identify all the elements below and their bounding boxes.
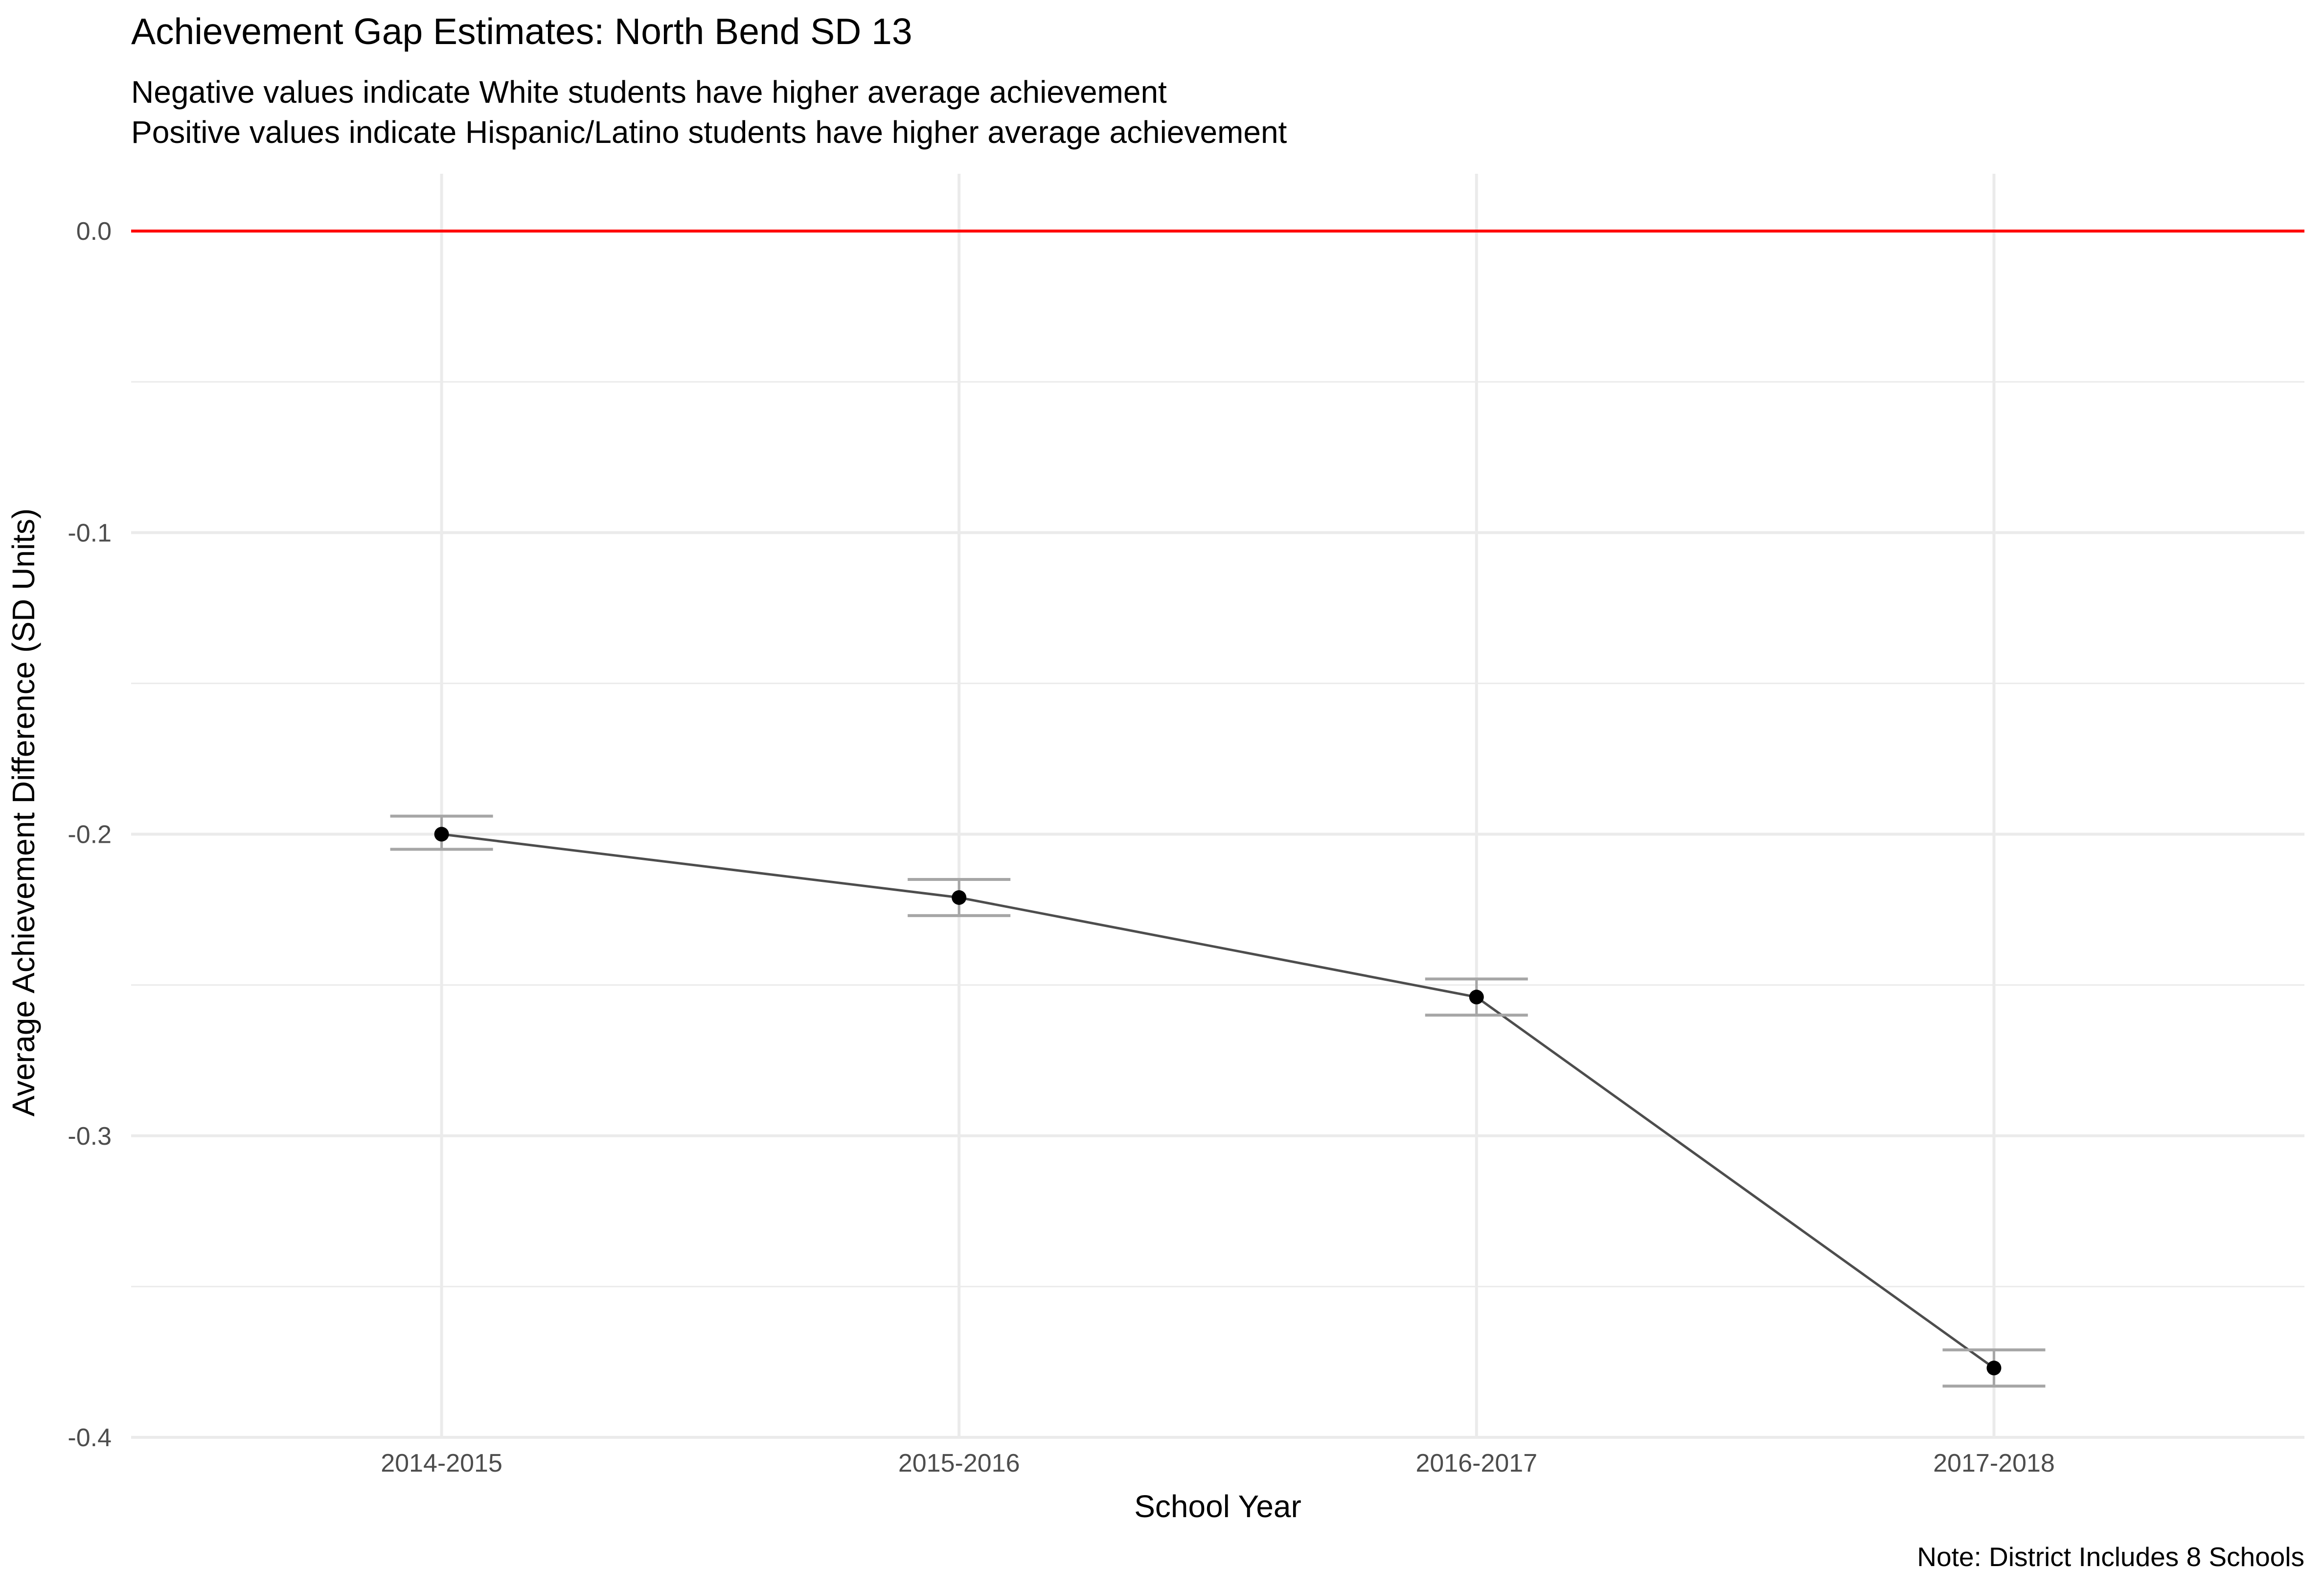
y-tick-label: -0.1 (68, 519, 112, 547)
x-tick-label: 2014-2015 (381, 1449, 502, 1478)
y-tick-label: -0.2 (68, 821, 112, 849)
x-axis-label: School Year (1134, 1489, 1301, 1524)
x-tick-label: 2017-2018 (1933, 1449, 2055, 1478)
chart-title: Achievement Gap Estimates: North Bend SD… (131, 11, 912, 52)
y-tick-label: -0.3 (68, 1122, 112, 1151)
grid-layer (131, 174, 2304, 1439)
y-tick-label: 0.0 (76, 217, 112, 246)
tick-label-layer: 0.0 -0.1 -0.2 -0.3 -0.4 2014-2015 2015-2016 201… (68, 217, 2054, 1478)
data-point (434, 827, 449, 842)
data-point (1986, 1361, 2002, 1376)
data-layer (390, 814, 2046, 1388)
data-point (1469, 990, 1484, 1005)
x-tick-label: 2015-2016 (898, 1449, 1020, 1478)
chart-subtitle-line-1: Negative values indicate White students … (131, 74, 1167, 110)
y-tick-label: -0.4 (68, 1424, 112, 1452)
label-layer: Achievement Gap Estimates: North Bend SD… (6, 11, 2304, 1572)
data-point (952, 890, 967, 905)
chart-subtitle-line-2: Positive values indicate Hispanic/Latino… (131, 115, 1287, 150)
chart-caption: Note: District Includes 8 Schools (1917, 1542, 2304, 1572)
y-axis-label: Average Achievement Difference (SD Units… (6, 508, 41, 1117)
x-tick-label: 2016-2017 (1415, 1449, 1537, 1478)
series-line (441, 833, 1995, 1369)
